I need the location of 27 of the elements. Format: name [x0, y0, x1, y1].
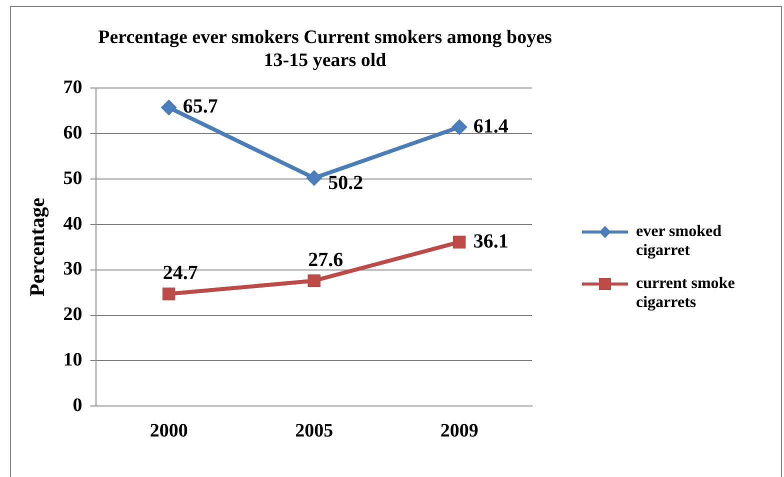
data-label: 27.6 — [308, 248, 344, 271]
y-tick-label: 40 — [63, 213, 82, 234]
point — [451, 119, 468, 136]
data-label: 50.2 — [328, 172, 364, 194]
y-tick-label: 10 — [63, 350, 82, 371]
y-axis-title: Percentage — [25, 198, 50, 296]
chart-title: Percentage ever smokers Current smokers among boyes 13-15 years old — [97, 26, 553, 72]
x-tick-label: 2000 — [150, 420, 188, 442]
y-tick-label: 20 — [63, 304, 82, 326]
x-tick-label: 2009 — [440, 420, 478, 442]
point — [306, 170, 322, 186]
point — [453, 236, 466, 248]
x-tick-label: 2005 — [295, 420, 334, 442]
data-label: 65.7 — [182, 96, 218, 118]
data-label: 24.7 — [162, 262, 198, 284]
y-tick-label: 60 — [63, 122, 82, 144]
data-label: 61.4 — [473, 115, 508, 138]
data-label: 36.1 — [473, 230, 508, 252]
legend-label: current smoke cigarrets — [636, 274, 736, 312]
y-tick-label: 0 — [72, 395, 82, 416]
y-tick-label: 50 — [63, 168, 82, 189]
legend-label: ever smoked cigarret — [636, 222, 722, 260]
point — [308, 274, 320, 288]
y-tick-label: 70 — [63, 76, 82, 98]
point — [160, 100, 177, 116]
point — [162, 288, 176, 300]
y-tick-label: 30 — [63, 258, 82, 280]
